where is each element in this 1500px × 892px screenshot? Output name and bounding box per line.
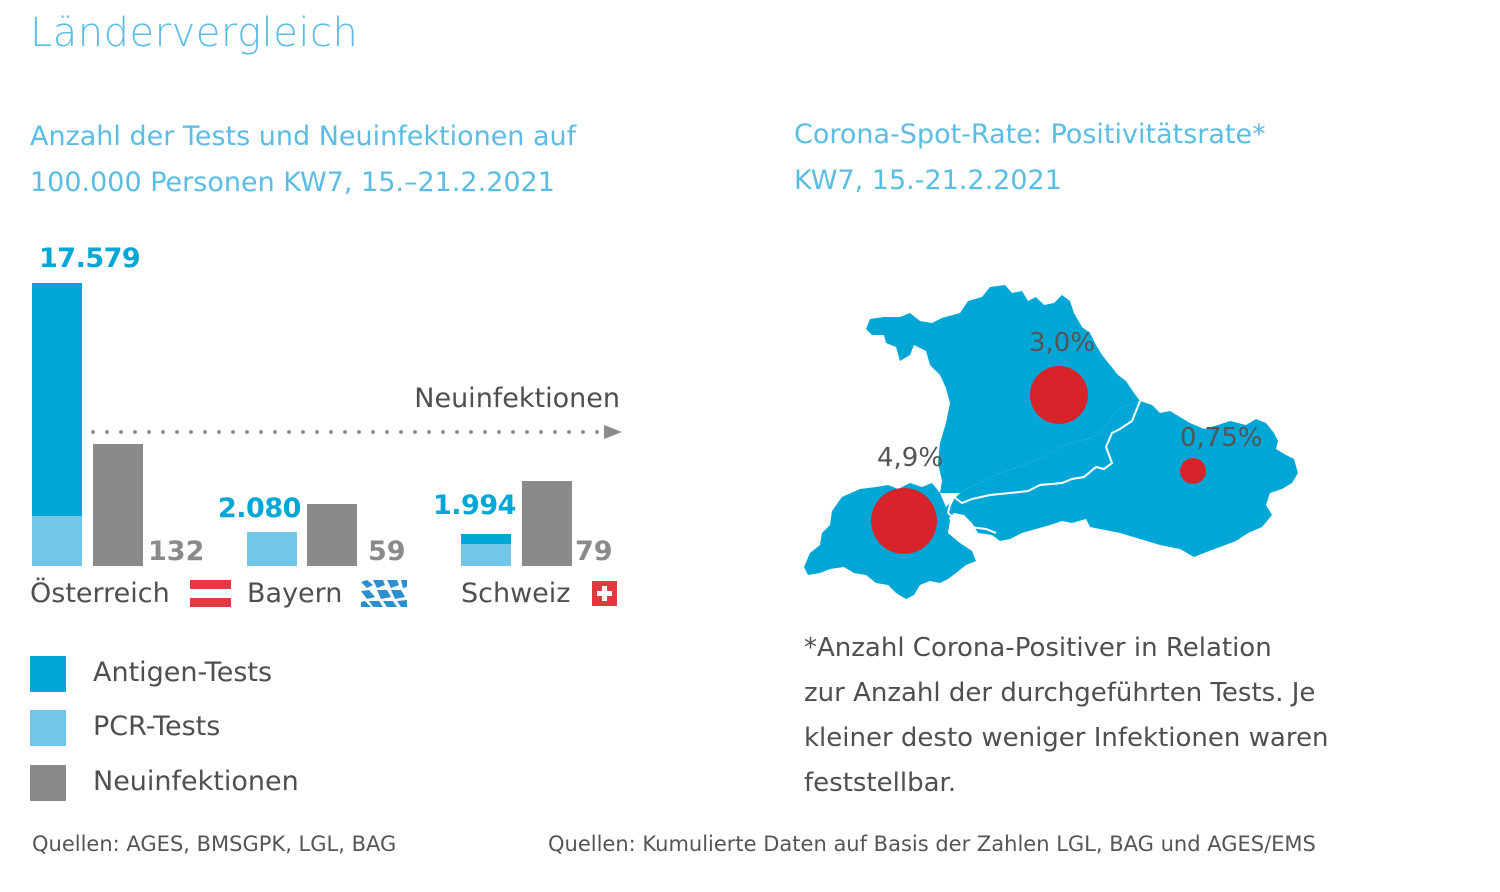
switzerland-pcr-bar [461,544,511,566]
switzerland-tests-value: 1.994 [433,490,516,521]
austria-antigen-bar [32,283,82,516]
switzerland-infections-value: 79 [575,536,613,567]
legend-label-pcr: PCR-Tests [93,711,221,742]
footnote-line-1: *Anzahl Corona-Positiver in Relation [804,633,1272,663]
austria-flag-icon [190,580,231,607]
right-subtitle-line1: Corona-Spot-Rate: Positivitätsrate* [794,119,1266,150]
left-source-note: Quellen: AGES, BMSGPK, LGL, BAG [32,832,397,856]
austria-infections-value: 132 [148,536,205,567]
austria-infections-bar [93,444,143,566]
legend-swatch-antigen [30,656,66,692]
footnote-line-3: kleiner desto weniger Infektionen waren [804,723,1329,753]
legend-label-antigen: Antigen-Tests [93,657,273,688]
country-label-austria: Österreich [30,578,170,609]
left-chart-subtitle: Anzahl der Tests und Neuinfektionen auf … [30,114,576,206]
bavaria-flag-icon [361,580,407,607]
bavaria-infections-bar [307,504,357,566]
page-title: Ländervergleich [30,10,359,56]
legend-swatch-pcr [30,710,66,746]
arrow-right-icon [604,425,622,439]
bavaria-infections-value: 59 [368,536,406,567]
switzerland-rate-label: 4,9% [877,443,944,473]
right-chart-subtitle: Corona-Spot-Rate: Positivitätsrate* KW7,… [794,112,1266,204]
positivity-footnote: *Anzahl Corona-Positiver in Relation zur… [804,626,1404,806]
switzerland-rate-bubble [871,488,937,554]
dotted-arrow-line [86,430,604,434]
left-subtitle-line1: Anzahl der Tests und Neuinfektionen auf [30,121,577,152]
switzerland-infections-bar [522,481,572,566]
positivity-map: 3,0% 0,75% 4,9% [800,283,1310,608]
austria-tests-value: 17.579 [39,243,141,274]
switzerland-antigen-bar [461,534,511,544]
switzerland-flag-icon [592,581,617,606]
right-subtitle-line2: KW7, 15.-21.2.2021 [794,165,1062,196]
austria-rate-bubble [1180,458,1206,484]
legend-swatch-infections [30,765,66,801]
left-subtitle-line2: 100.000 Personen KW7, 15.–21.2.2021 [30,167,555,198]
footnote-line-2: zur Anzahl der durchgeführten Tests. Je [804,678,1316,708]
austria-rate-label: 0,75% [1180,423,1263,453]
right-source-note: Quellen: Kumulierte Daten auf Basis der … [548,832,1316,856]
bavaria-rate-bubble [1030,366,1088,424]
legend-label-infections: Neuinfektionen [93,766,299,797]
austria-pcr-bar [32,516,82,566]
country-label-switzerland: Schweiz [461,578,571,609]
infections-arrow-label: Neuinfektionen [414,383,620,414]
bavaria-tests-value: 2.080 [218,493,301,524]
country-label-bavaria: Bayern [247,578,343,609]
bavaria-rate-label: 3,0% [1029,328,1096,358]
footnote-line-4: feststellbar. [804,768,957,798]
bavaria-pcr-bar [247,532,297,566]
